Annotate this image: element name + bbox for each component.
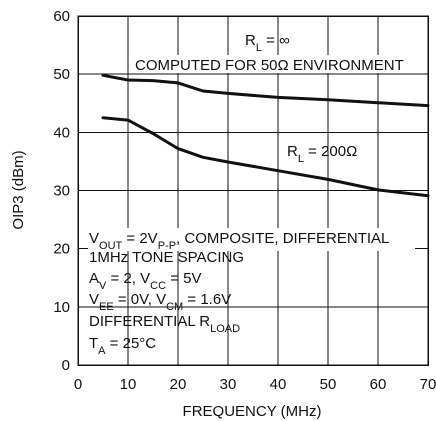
- y-tick-label: 0: [62, 357, 70, 374]
- y-axis-title: OIP3 (dBm): [10, 150, 27, 229]
- plot-frame: [77, 15, 429, 366]
- y-tick-label: 30: [53, 183, 70, 200]
- x-tick-label: 10: [120, 376, 137, 393]
- condition-tone-spacing: 1MHz TONE SPACING: [89, 249, 244, 266]
- series-line-rl-inf: [101, 73, 430, 108]
- rl-200-label: RL = 200Ω: [287, 143, 357, 165]
- y-tick-label: 10: [53, 299, 70, 316]
- y-tick-label: 60: [53, 8, 70, 25]
- x-tick-label: 0: [74, 376, 82, 393]
- rl-inf-label: RL = ∞: [245, 32, 290, 54]
- chart-series: [101, 73, 430, 198]
- series-line-rl-200: [101, 116, 430, 198]
- x-axis-title: FREQUENCY (MHz): [183, 403, 322, 420]
- y-tick-label: 20: [53, 241, 70, 258]
- x-tick-label: 40: [270, 376, 287, 393]
- y-tick-label: 50: [53, 66, 70, 83]
- x-tick-label: 70: [420, 376, 436, 393]
- computed-label: COMPUTED FOR 50Ω ENVIRONMENT: [135, 57, 404, 74]
- y-tick-label: 40: [53, 124, 70, 141]
- condition-ta: TA = 25°C: [89, 335, 156, 357]
- x-tick-label: 50: [320, 376, 337, 393]
- condition-differential-rload: DIFFERENTIAL RLOAD: [89, 313, 240, 335]
- condition-vout: VOUT = 2VP-P, COMPOSITE, DIFFERENTIAL: [89, 230, 389, 252]
- condition-av-vcc: AV = 2, VCC = 5V: [89, 270, 201, 292]
- x-tick-label: 60: [370, 376, 387, 393]
- chart-ticks: 0 10 20 30 40 50 60 70 0 10 20 30 40 50 60: [53, 8, 436, 393]
- computed-label-background: [132, 55, 413, 73]
- x-tick-label: 30: [220, 376, 237, 393]
- x-tick-label: 20: [170, 376, 187, 393]
- condition-vee-vcm: VEE = 0V, VCM = 1.6V: [89, 291, 231, 313]
- conditions-label-background: [88, 228, 415, 251]
